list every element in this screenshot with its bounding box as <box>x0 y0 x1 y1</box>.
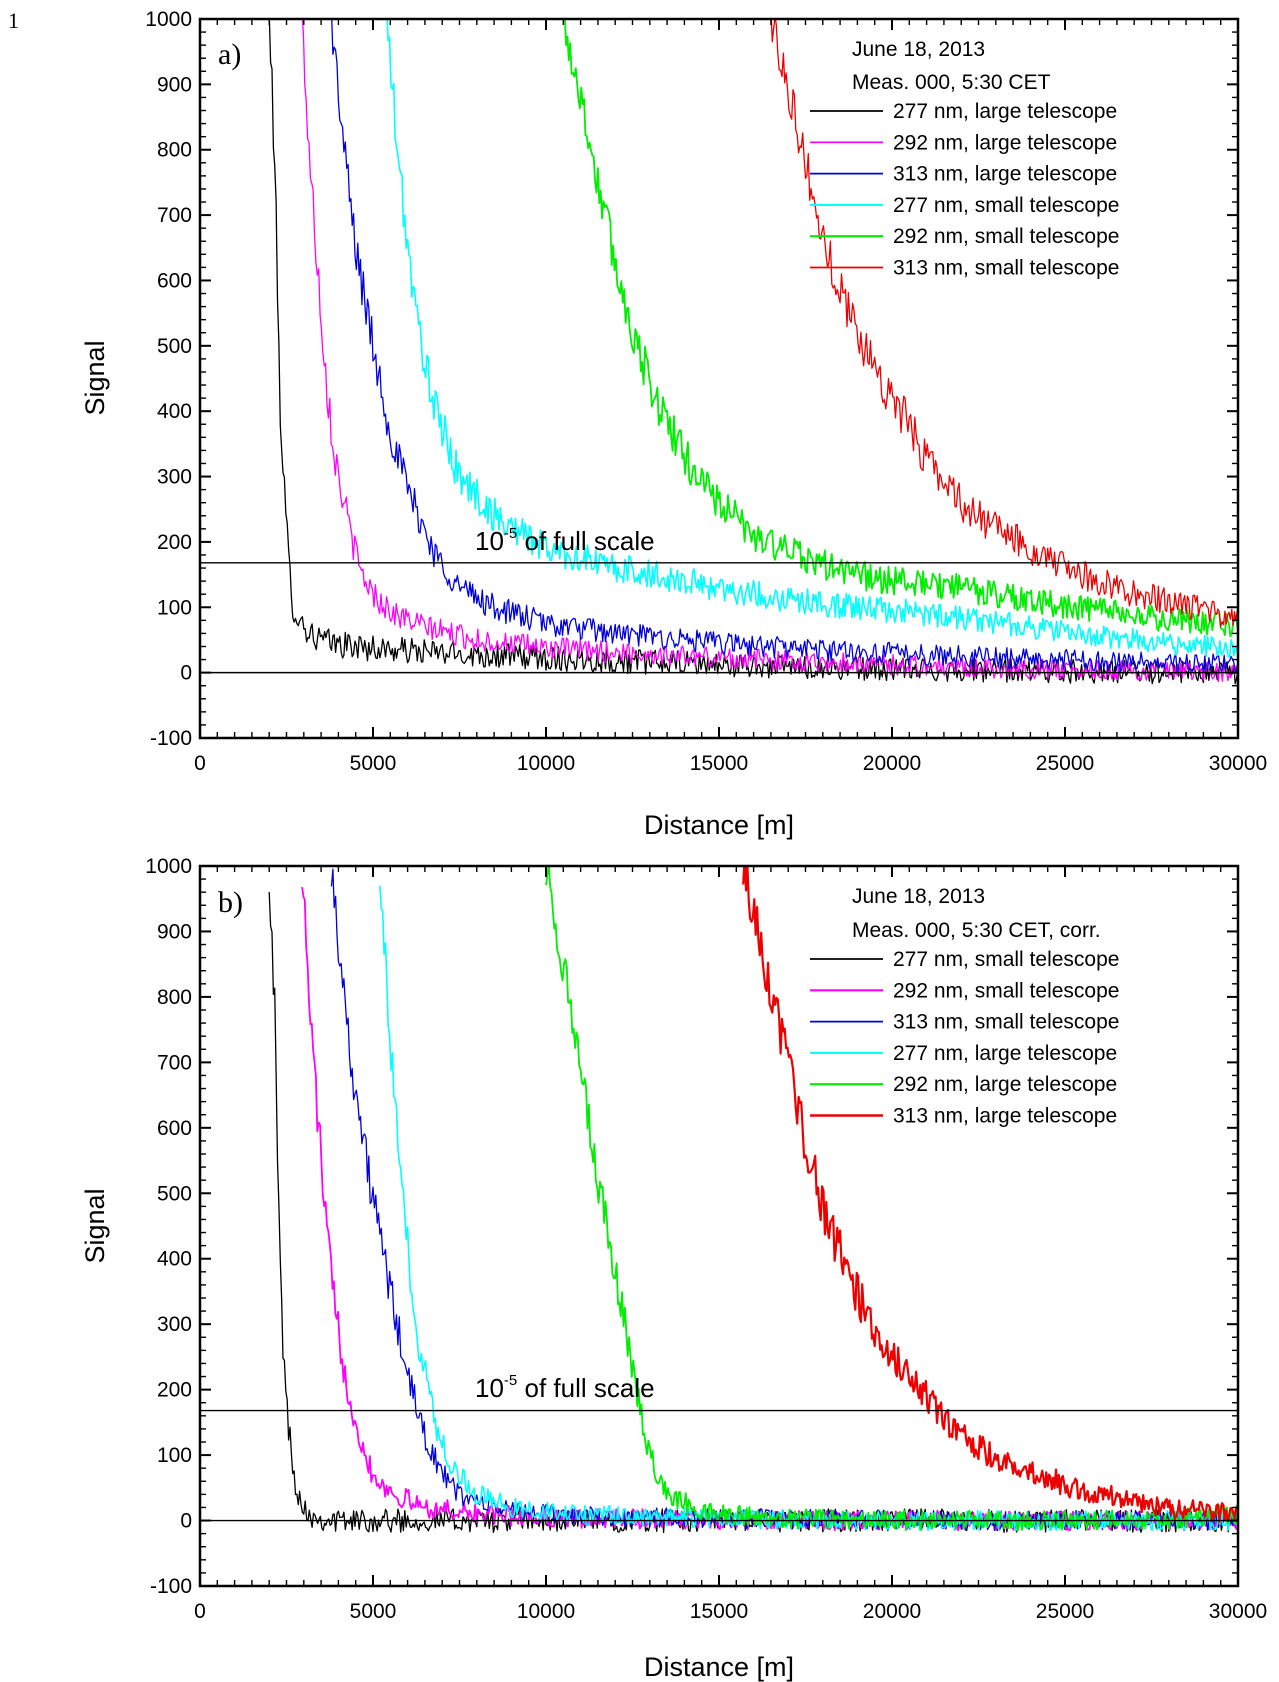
y-tick-label: 1000 <box>145 8 192 31</box>
legend-label: 313 nm, small telescope <box>893 257 1119 280</box>
series-line-6 <box>770 19 1238 627</box>
legend-measurement: Meas. 000, 5:30 CET, corr. <box>852 919 1101 942</box>
threshold-text: of full scale <box>517 1373 654 1403</box>
threshold-base: 10 <box>475 1373 504 1403</box>
legend-label: 313 nm, large telescope <box>893 1105 1117 1128</box>
legend-entries: 277 nm, small telescope 292 nm, small tel… <box>810 948 1119 1128</box>
x-tick-label: 30000 <box>1209 752 1267 775</box>
y-tick-label: 800 <box>157 986 192 1009</box>
legend-label: 277 nm, large telescope <box>893 100 1117 123</box>
y-tick-label: 300 <box>157 1313 192 1336</box>
x-tick-label: 25000 <box>1036 1600 1094 1623</box>
legend-label: 313 nm, large telescope <box>893 163 1117 186</box>
y-tick-label: 300 <box>157 466 192 489</box>
y-tick-label: -100 <box>150 727 192 750</box>
series-line-2 <box>301 19 1238 683</box>
page-number: 1 <box>8 8 19 33</box>
x-tick-label: 5000 <box>350 1600 397 1623</box>
y-tick-label: 900 <box>157 920 192 943</box>
x-axis-title: Distance [m] <box>644 810 794 840</box>
legend-label: 277 nm, small telescope <box>893 194 1119 217</box>
x-tick-label: 30000 <box>1209 1600 1267 1623</box>
panel-label: b) <box>218 886 243 919</box>
legend-label: 313 nm, small telescope <box>893 1011 1119 1034</box>
y-tick-label: 0 <box>180 1510 192 1533</box>
series-line-5 <box>564 19 1238 638</box>
y-axis-title: Signal <box>80 340 110 415</box>
x-axis-title: Distance [m] <box>644 1652 794 1682</box>
legend-label: 292 nm, large telescope <box>893 1073 1117 1096</box>
x-tick-label: 0 <box>194 752 206 775</box>
threshold-text: of full scale <box>517 526 654 556</box>
legend: June 18, 2013 Meas. 000, 5:30 CET, corr.… <box>810 885 1119 1128</box>
plot-frame <box>198 17 1240 740</box>
series-line-4 <box>386 19 1238 658</box>
y-axis-title: Signal <box>80 1188 110 1263</box>
x-tick-label: 15000 <box>690 1600 748 1623</box>
x-tick-label: 10000 <box>517 752 575 775</box>
x-tick-label: 25000 <box>1036 752 1094 775</box>
y-tick-label: 200 <box>157 1379 192 1402</box>
x-tick-label: 15000 <box>690 752 748 775</box>
y-tick-label: 500 <box>157 1182 192 1205</box>
plot-frame <box>198 864 1240 1588</box>
y-tick-label: 1000 <box>145 855 192 878</box>
x-tick-label: 10000 <box>517 1600 575 1623</box>
y-tick-label: 600 <box>157 1117 192 1140</box>
legend-date: June 18, 2013 <box>852 38 985 61</box>
legend-entries: 277 nm, large telescope 292 nm, large tel… <box>810 100 1119 280</box>
legend: June 18, 2013 Meas. 000, 5:30 CET 277 nm… <box>810 38 1119 280</box>
series-line-5 <box>545 866 1238 1531</box>
panel-label: a) <box>218 38 241 71</box>
threshold-label: 10-5 of full scale <box>475 1372 655 1403</box>
legend-date: June 18, 2013 <box>852 885 985 908</box>
legend-label: 292 nm, large telescope <box>893 131 1117 154</box>
y-tick-label: 900 <box>157 73 192 96</box>
threshold-exponent: -5 <box>504 525 517 542</box>
legend-label: 277 nm, small telescope <box>893 948 1119 971</box>
y-tick-label: 600 <box>157 269 192 292</box>
series-line-6 <box>742 866 1238 1524</box>
x-tick-label: 20000 <box>863 752 921 775</box>
y-tick-label: 400 <box>157 400 192 423</box>
panel-a: 0 5000 10000 15000 20000 25000 30000-100010020… <box>80 8 1267 840</box>
ticks-layer: 0 5000 10000 15000 20000 25000 30000-100010020… <box>145 8 1267 775</box>
y-tick-label: 0 <box>180 662 192 685</box>
y-tick-label: 100 <box>157 1444 192 1467</box>
y-tick-label: 400 <box>157 1248 192 1271</box>
y-tick-label: -100 <box>150 1575 192 1598</box>
legend-label: 292 nm, small telescope <box>893 225 1119 248</box>
series-layer <box>268 866 1238 1533</box>
legend-label: 277 nm, large telescope <box>893 1042 1117 1065</box>
threshold-exponent: -5 <box>504 1372 517 1389</box>
y-tick-label: 700 <box>157 204 192 227</box>
x-tick-label: 5000 <box>350 752 397 775</box>
series-line-3 <box>331 19 1238 674</box>
legend-measurement: Meas. 000, 5:30 CET <box>852 71 1051 94</box>
panel-b: 0 5000 10000 15000 20000 25000 30000-100010020… <box>80 855 1267 1682</box>
legend-label: 292 nm, small telescope <box>893 979 1119 1002</box>
y-tick-label: 100 <box>157 596 192 619</box>
threshold-label: 10-5 of full scale <box>475 525 655 556</box>
y-tick-label: 700 <box>157 1051 192 1074</box>
y-tick-label: 500 <box>157 335 192 358</box>
y-tick-label: 800 <box>157 139 192 162</box>
threshold-base: 10 <box>475 526 504 556</box>
ticks-layer: 0 5000 10000 15000 20000 25000 30000-100010020… <box>145 855 1267 1623</box>
x-tick-label: 20000 <box>863 1600 921 1623</box>
series-layer <box>268 19 1238 685</box>
x-tick-label: 0 <box>194 1600 206 1623</box>
y-tick-label: 200 <box>157 531 192 554</box>
